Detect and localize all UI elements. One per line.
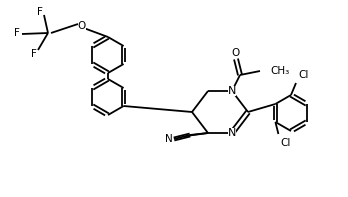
Text: Cl: Cl bbox=[280, 138, 291, 148]
Text: CH₃: CH₃ bbox=[270, 66, 289, 76]
Text: Cl: Cl bbox=[298, 70, 308, 80]
Text: N: N bbox=[228, 86, 236, 96]
Text: O: O bbox=[231, 48, 239, 58]
Text: F: F bbox=[37, 7, 43, 17]
Text: F: F bbox=[14, 28, 20, 38]
Text: O: O bbox=[78, 21, 86, 31]
Text: N: N bbox=[165, 134, 173, 144]
Text: N: N bbox=[228, 128, 236, 138]
Text: F: F bbox=[31, 49, 37, 59]
